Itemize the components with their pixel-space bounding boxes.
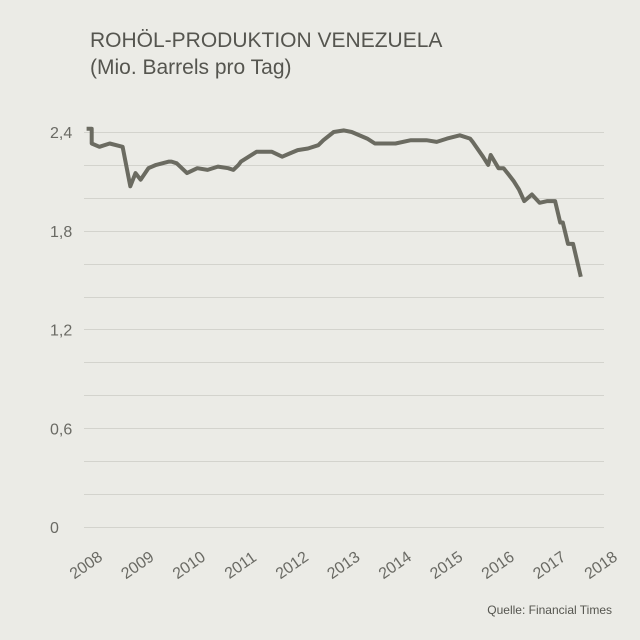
x-tick-label: 2010 [170, 549, 209, 583]
series [86, 126, 583, 278]
grid [84, 132, 604, 528]
chart-title: ROHÖL-PRODUKTION VENEZUELA [90, 29, 442, 52]
x-tick-label: 2014 [376, 549, 415, 583]
x-tick-label: 2016 [479, 549, 518, 583]
x-tick-label: 2018 [582, 549, 621, 583]
x-tick-label: 2008 [67, 549, 106, 583]
x-tick-label: 2015 [427, 549, 466, 583]
x-tick-label: 2012 [273, 549, 312, 583]
y-tick-label: 1,8 [50, 224, 72, 241]
source-note: Quelle: Financial Times [487, 603, 612, 617]
y-tick-label: 0,6 [50, 421, 72, 438]
x-axis: 2008 2009 2010 2011 2012 2013 2014 2015 2016 2017… [67, 549, 621, 583]
y-tick-label: 1,2 [50, 323, 72, 340]
x-tick-label: 2011 [222, 549, 260, 583]
x-tick-label: 2013 [324, 549, 363, 583]
y-tick-label: 2,4 [50, 125, 72, 142]
series-line [86, 126, 583, 278]
chart-subtitle: (Mio. Barrels pro Tag) [90, 56, 292, 79]
x-tick-label: 2009 [118, 549, 157, 583]
y-tick-label: 0 [50, 520, 59, 537]
y-axis: 0 0,6 1,2 1,8 2,4 [50, 125, 72, 537]
x-tick-label: 2017 [530, 549, 569, 583]
